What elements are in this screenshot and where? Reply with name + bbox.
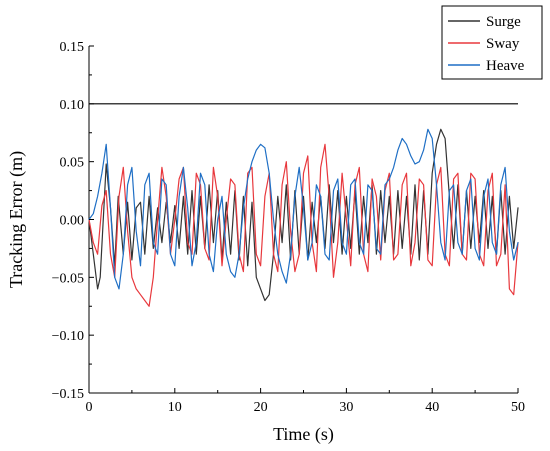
series-line-surge — [88, 128, 519, 302]
x-tick-label: 50 — [511, 400, 525, 415]
series-line-sway — [88, 143, 519, 307]
y-tick-label: 0.05 — [60, 156, 85, 171]
x-tick-label: 20 — [254, 400, 268, 415]
series-line-heave — [88, 128, 519, 290]
y-tick-label: −0.05 — [52, 271, 84, 286]
y-tick-label: −0.10 — [52, 329, 84, 344]
x-tick-label: 10 — [168, 400, 182, 415]
y-tick-label: 0.00 — [60, 214, 85, 229]
legend-label-heave: Heave — [486, 58, 525, 74]
x-axis-title: Time (s) — [273, 424, 334, 445]
legend-label-surge: Surge — [486, 14, 521, 30]
x-tick-label: 0 — [86, 400, 93, 415]
series-layer — [88, 128, 519, 307]
axes-layer — [88, 46, 518, 394]
y-tick-label: 0.15 — [60, 40, 85, 55]
x-tick-label: 40 — [425, 400, 439, 415]
y-axis-title: Tracking Error (m) — [6, 151, 27, 288]
ticks-layer: 0 10 20 30 40 50 −0.15 −0.10 −0.05 0.00 0.05 0.10 0.… — [52, 40, 525, 415]
y-tick-label: −0.15 — [52, 387, 84, 402]
y-tick-label: 0.10 — [60, 98, 85, 113]
legend: Surge Sway Heave — [441, 5, 543, 80]
x-tick-label: 30 — [339, 400, 353, 415]
legend-label-sway: Sway — [486, 36, 520, 52]
